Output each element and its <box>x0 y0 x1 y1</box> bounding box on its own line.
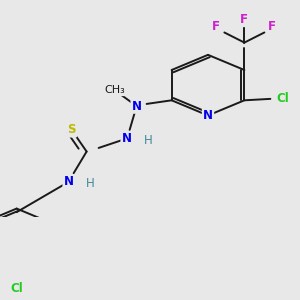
Text: F: F <box>240 13 248 26</box>
Text: H: H <box>144 134 153 146</box>
Text: Cl: Cl <box>10 282 23 295</box>
Text: N: N <box>132 100 142 112</box>
Text: F: F <box>212 20 220 33</box>
Text: S: S <box>68 123 76 136</box>
Text: N: N <box>64 176 74 188</box>
Text: N: N <box>203 109 213 122</box>
Text: N: N <box>122 132 132 145</box>
Text: CH₃: CH₃ <box>104 85 125 95</box>
Text: Cl: Cl <box>276 92 289 105</box>
Text: H: H <box>86 177 95 190</box>
Text: F: F <box>268 20 276 33</box>
